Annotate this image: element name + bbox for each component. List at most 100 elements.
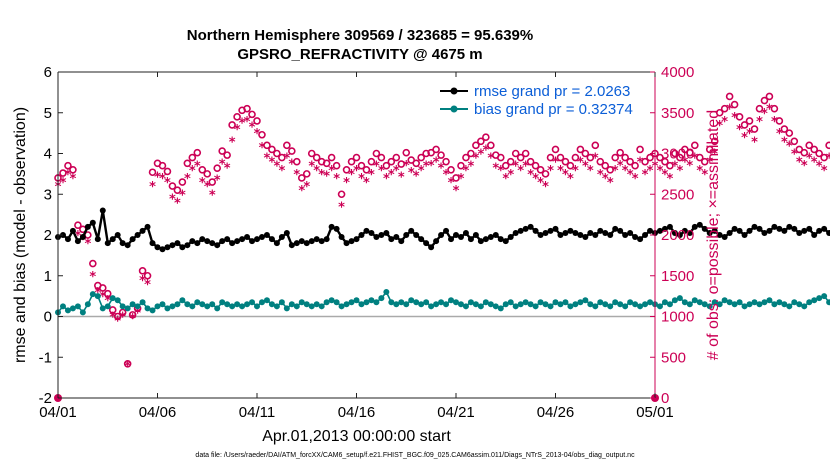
bias-point [154,303,161,310]
bias-point [547,303,554,310]
rmse-point [149,240,156,247]
obs-assimilated-point: * [781,135,788,150]
obs-possible-point [332,161,341,170]
obs-possible-point [482,133,490,141]
obs-possible-point [710,137,719,146]
rmse-point [89,219,96,226]
bias-point [59,303,66,310]
obs-assimilated-point: * [333,172,340,187]
bias-point [323,299,330,306]
obs-assimilated-point: * [686,159,693,174]
obs-assimilated-point: * [353,164,360,179]
bias-point [169,303,176,310]
bias-point [716,301,723,308]
bias-point [443,301,450,308]
obs-assimilated-point: * [418,164,425,179]
obs-possible-point [467,149,475,158]
bias-point [249,299,256,306]
bias-point [736,299,743,306]
bias-point [368,297,375,304]
x-tick-label: 04/06 [139,404,177,421]
bias-point [607,303,614,310]
rmse-point [134,232,141,238]
obs-possible-point [278,153,286,162]
rmse-point [249,238,256,245]
obs-assimilated-point: * [174,196,181,211]
obs-possible-point [427,148,435,157]
bias-point [209,301,216,308]
bias-point [781,301,788,308]
bias-point [139,299,146,306]
bias-point [507,299,514,306]
obs-assimilated-point: * [453,184,460,199]
obs-possible-point [297,174,306,182]
bias-point [492,303,499,310]
bias-point [258,299,265,306]
obs-assimilated-point: * [413,170,420,185]
obs-assimilated-point: * [796,156,803,171]
obs-possible-point [158,161,167,170]
rmse-point [74,238,81,245]
rmse-point [268,236,275,243]
obs-possible-point [148,168,157,177]
obs-possible-point [69,166,77,174]
obs-possible-point [596,157,605,166]
rmse-point [114,232,121,238]
obs-possible-point [795,145,804,154]
obs-possible-point [740,121,749,129]
bias-point [79,309,86,316]
obs-assimilated-point: * [602,172,609,187]
bias-point [358,301,365,308]
obs-possible-point [198,166,207,174]
obs-assimilated-point: * [607,176,614,191]
obs-assimilated-point: * [293,168,300,183]
obs-possible-point [89,259,97,268]
rmse-point [318,238,325,245]
obs-assimilated-point: * [109,311,116,326]
bias-point [472,301,479,308]
rmse-point [64,236,71,243]
obs-possible-point [183,159,192,168]
bias-point [557,301,564,308]
rmse-point [632,234,639,241]
bias-point [467,299,474,306]
obs-possible-point [462,153,470,162]
bias-point [74,303,81,310]
obs-possible-point [223,151,231,159]
obs-possible-point [785,129,794,137]
obs-assimilated-point: * [169,192,176,207]
rmse-point [816,227,823,234]
obs-possible-point [292,157,301,166]
obs-assimilated-point: * [209,188,216,203]
obs-possible-point [203,170,212,178]
obs-assimilated-point: * [288,157,295,172]
obs-assimilated-point: * [179,188,186,203]
obs-assimilated-point: * [458,172,465,187]
y-tick-label-right: 1000 [661,309,694,326]
obs-assimilated-point: * [731,111,738,126]
obs-possible-point [487,141,495,150]
bias-point [433,301,440,308]
rmse-point [577,232,584,238]
y-tick-label-right: 1500 [661,268,694,285]
obs-assimilated-point: * [89,270,96,285]
rmse-point [104,240,111,247]
rmse-point [79,234,86,241]
rmse-point [84,223,91,230]
bias-point [726,299,733,306]
obs-assimilated-point: * [144,278,151,293]
rmse-point [433,238,440,245]
obs-possible-point [352,153,361,162]
rmse-point [383,229,390,236]
obs-assimilated-point: * [323,170,330,185]
obs-possible-point [496,153,505,162]
bias-point [318,303,325,310]
obs-assimilated-point: * [806,152,813,167]
obs-assimilated-point: * [393,164,400,179]
obs-assimilated-point: * [438,161,445,176]
obs-assimilated-point: * [761,107,768,122]
obs-assimilated-point: * [338,200,345,215]
bias-point [413,299,420,306]
obs-possible-point [74,221,82,230]
